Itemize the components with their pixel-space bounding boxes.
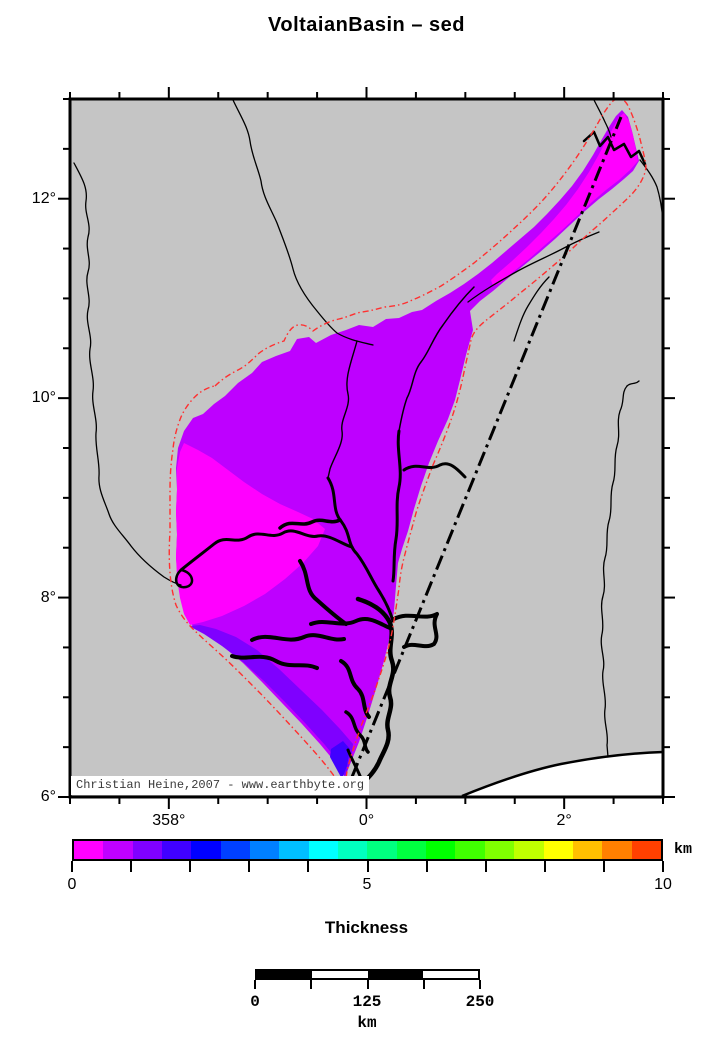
colorbar-swatch — [103, 841, 133, 859]
colorbar-tick — [71, 861, 73, 872]
border-top-northeast — [593, 99, 612, 138]
scalebar-label-250: 250 — [465, 993, 495, 1011]
lake-volta-arm — [250, 633, 346, 642]
colorbar-swatch — [279, 841, 309, 859]
map-title: VoltaianBasin – sed — [268, 14, 465, 36]
colorbar — [72, 839, 663, 861]
border-north — [232, 99, 374, 346]
colorbar-label-mid: 5 — [362, 876, 372, 893]
colorbar-swatch — [74, 841, 104, 859]
map-ticks — [58, 87, 675, 809]
colorbar-swatch — [396, 841, 427, 859]
colorbar-tick — [543, 861, 546, 872]
scalebar-segment — [312, 971, 368, 978]
ocean-area — [462, 752, 663, 797]
colorbar-swatch — [367, 841, 397, 859]
lat-tick-label: 10° — [31, 389, 56, 407]
distance-scalebar — [255, 969, 480, 980]
scalebar-tick — [366, 980, 369, 989]
colorbar-unit: km — [674, 841, 693, 858]
lon-tick-label: 0° — [358, 812, 375, 829]
colorbar-tick — [602, 861, 605, 872]
colorbar-swatch — [338, 841, 368, 859]
lake-volta-arm — [298, 559, 348, 626]
colorbar-tick — [366, 861, 369, 872]
basin-fill-magenta-arm — [491, 113, 638, 286]
lon-tick-label: 358° — [152, 812, 186, 829]
scalebar-segment — [367, 971, 423, 978]
colorbar-tick — [662, 861, 664, 872]
colorbar-swatch — [308, 841, 339, 859]
colorbar-swatch — [455, 841, 485, 859]
river-network — [174, 130, 647, 786]
scalebar-tick — [479, 980, 481, 989]
border-west — [73, 162, 182, 586]
colorbar-swatch — [220, 841, 251, 859]
colorbar-swatch — [484, 841, 515, 859]
colorbar-swatch — [426, 841, 456, 859]
lake-volta-arm — [344, 710, 370, 754]
scalebar-label-0: 0 — [250, 993, 260, 1011]
coastline — [461, 750, 663, 797]
scalebar-unit: km — [357, 1014, 377, 1032]
colorbar-swatch — [631, 841, 661, 859]
colorbar-tick — [484, 861, 487, 872]
river-oti-lower — [391, 429, 402, 583]
lake-volta-arm — [309, 617, 392, 630]
country-borders — [73, 99, 663, 758]
river-loop — [174, 568, 194, 589]
lake-volta-south-arm — [355, 596, 396, 786]
river-black-volta-main — [326, 476, 395, 623]
river-west-tributary — [179, 529, 354, 572]
scalebar-label-125: 125 — [352, 993, 382, 1011]
basin-fill-purple — [176, 110, 639, 777]
lat-tick-label: 12° — [31, 189, 56, 207]
river-oti-upper — [398, 286, 475, 432]
colorbar-tick — [425, 861, 428, 872]
lake-volta-arm — [230, 654, 319, 670]
scalebar-segment — [257, 971, 313, 978]
colorbar-label-min: 0 — [67, 876, 77, 893]
scalebar-segment — [422, 971, 478, 978]
river-tip-zigzag — [582, 130, 647, 166]
lake-volta-arm — [339, 659, 371, 719]
lat-tick-label: 8° — [40, 588, 56, 606]
copyright-note: Christian Heine,2007 - www.earthbyte.org — [71, 776, 370, 795]
colorbar-swatch — [191, 841, 221, 859]
lat-tick-label: 6° — [40, 788, 56, 805]
river-black-volta-upper — [327, 340, 358, 479]
colorbar-swatch — [543, 841, 573, 859]
border-hook — [626, 380, 640, 387]
section-line — [350, 116, 623, 778]
colorbar-tick — [189, 861, 192, 872]
colorbar-swatch — [250, 841, 280, 859]
colorbar-tick — [248, 861, 251, 872]
border-northeast-cross — [513, 276, 550, 342]
scalebar-tick — [422, 980, 425, 989]
river-white-volta — [402, 462, 467, 479]
basin-fill-blue-tip — [330, 741, 350, 779]
colorbar-swatch — [132, 841, 163, 859]
scalebar-tick — [254, 980, 256, 989]
colorbar-label-max: 10 — [654, 876, 672, 893]
river-dendrite — [278, 518, 342, 530]
colorbar-swatch — [572, 841, 603, 859]
colorbar-tick — [130, 861, 133, 872]
border-togo-benin — [600, 385, 628, 758]
lon-tick-label: 2° — [556, 812, 572, 829]
colorbar-title: Thickness — [324, 918, 409, 937]
colorbar-tick — [307, 861, 310, 872]
colorbar-swatch — [602, 841, 632, 859]
colorbar-swatch — [162, 841, 192, 859]
colorbar-swatch — [514, 841, 544, 859]
scalebar-tick — [310, 980, 313, 989]
